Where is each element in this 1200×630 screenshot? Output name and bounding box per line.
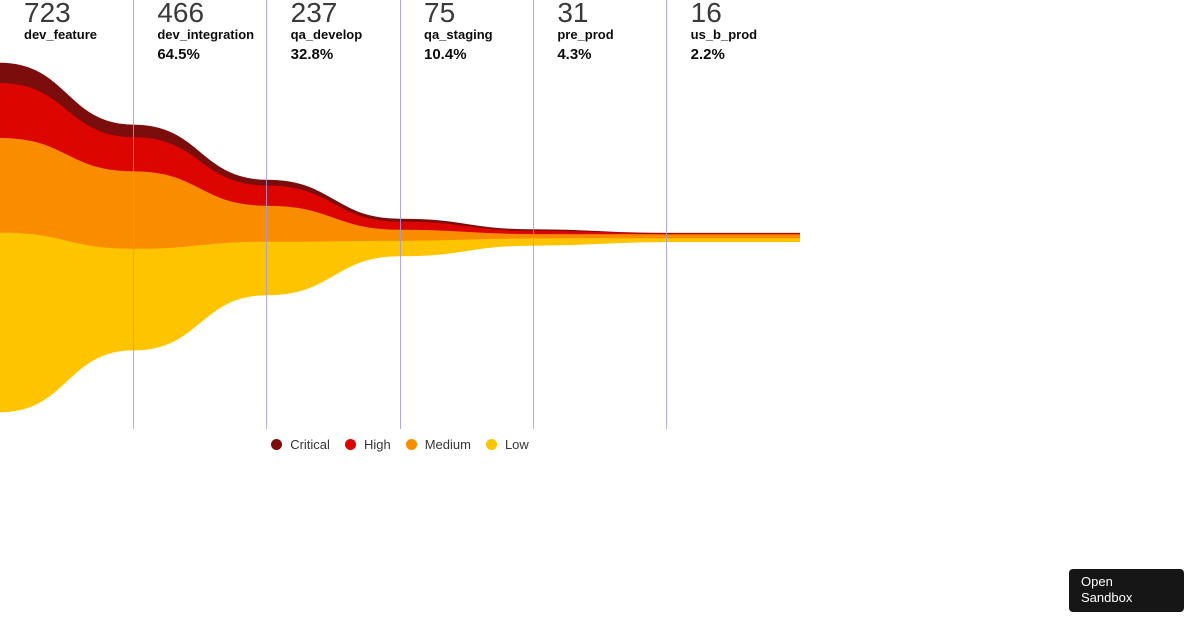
legend-item-high: High (344, 437, 391, 452)
stage-value: 723 (24, 0, 71, 28)
stage-divider (132, 0, 134, 429)
legend-item-critical: Critical (271, 437, 330, 452)
open-sandbox-label: Open Sandbox (1081, 574, 1133, 605)
stage-divider (666, 0, 668, 429)
stage-name: qa_staging (424, 27, 493, 42)
legend-dot-icon (485, 439, 497, 450)
stage-label-dev_integration: 466 dev_integration 64.5% (157, 0, 269, 63)
stage-percent: 2.2% (690, 46, 725, 63)
stage-name: dev_integration (157, 27, 255, 42)
legend-dot-icon (344, 439, 356, 450)
stage-percent: 10.4% (424, 46, 467, 63)
stage-label-qa_staging: 75 qa_staging 10.4% (424, 0, 536, 63)
legend-dot-icon (405, 439, 417, 450)
legend: Critical High Medium Low (0, 437, 800, 452)
stage-value: 237 (290, 0, 338, 28)
legend-label: Medium (424, 437, 471, 452)
stage-value: 31 (557, 0, 589, 28)
stage-divider (266, 0, 268, 429)
stage-label-us_b_prod: 16 us_b_prod 2.2% (691, 0, 803, 63)
legend-label: High (363, 437, 391, 452)
funnel-band-low (0, 232, 800, 413)
stage-name: pre_prod (557, 27, 614, 42)
legend-item-low: Low (485, 437, 529, 452)
legend-label: Low (504, 437, 529, 452)
stage-name: us_b_prod (690, 27, 758, 42)
stage-value: 75 (424, 0, 456, 28)
stage-divider (532, 0, 534, 429)
stage-percent: 32.8% (290, 46, 334, 63)
legend-item-medium: Medium (405, 437, 471, 452)
funnel-areas (0, 62, 800, 413)
stage-label-dev_feature: 723 dev_feature (24, 0, 136, 42)
stage-value: 16 (690, 0, 722, 28)
stage-percent: 4.3% (557, 46, 592, 63)
legend-label: Critical (290, 437, 330, 452)
stage-name: dev_feature (24, 27, 97, 42)
stage-name: qa_develop (290, 27, 363, 42)
funnel-chart: 723 dev_feature 466 dev_integration 64.5% 237… (0, 0, 800, 465)
stage-value: 466 (157, 0, 205, 28)
stage-divider (399, 0, 401, 429)
legend-dot-icon (271, 439, 283, 450)
stage-label-qa_develop: 237 qa_develop 32.8% (291, 0, 403, 63)
stage-label-pre_prod: 31 pre_prod 4.3% (557, 0, 669, 63)
open-sandbox-button[interactable]: Open Sandbox (1069, 569, 1184, 612)
stage-percent: 64.5% (157, 46, 200, 63)
